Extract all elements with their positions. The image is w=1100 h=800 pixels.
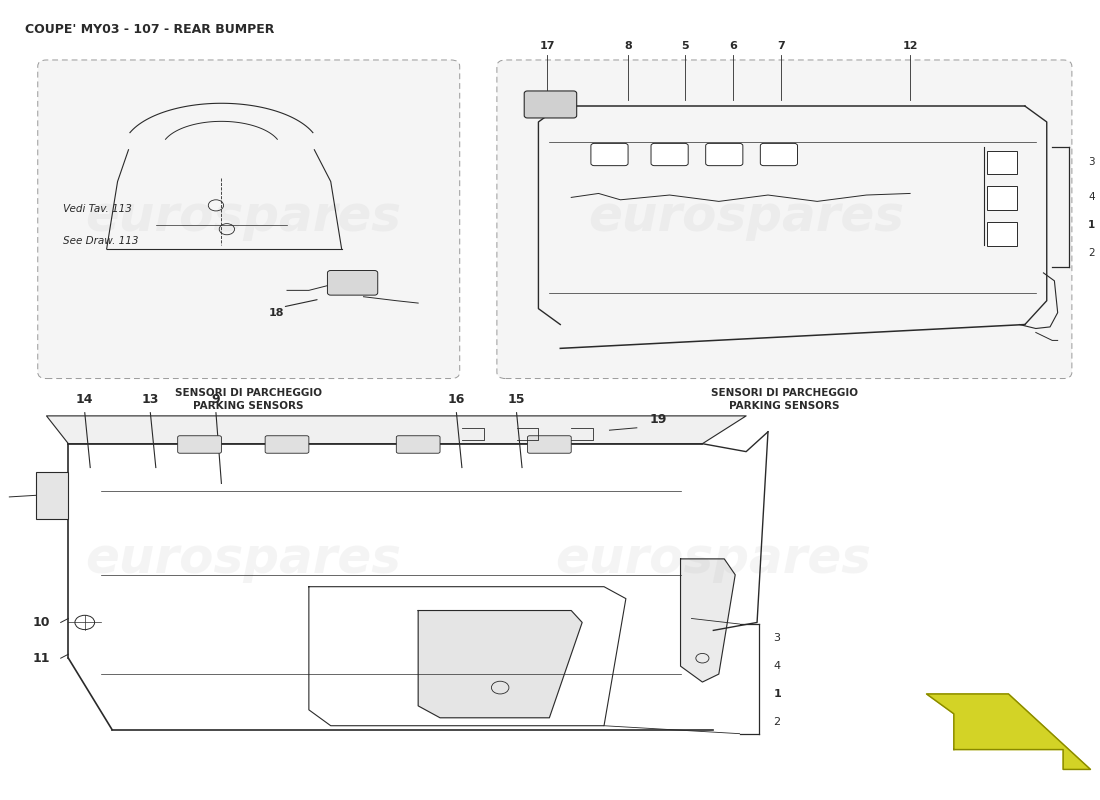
Text: SENSORI DI PARCHEGGIO
PARKING SENSORS: SENSORI DI PARCHEGGIO PARKING SENSORS: [711, 388, 858, 411]
FancyBboxPatch shape: [497, 60, 1071, 378]
Text: 2: 2: [1088, 248, 1094, 258]
Polygon shape: [926, 694, 1090, 770]
FancyBboxPatch shape: [178, 436, 221, 454]
Text: 3: 3: [773, 634, 781, 643]
Polygon shape: [681, 559, 735, 682]
FancyBboxPatch shape: [35, 471, 68, 519]
FancyBboxPatch shape: [706, 143, 743, 166]
Polygon shape: [418, 610, 582, 718]
Text: 4: 4: [773, 661, 781, 671]
Text: Vedi Tav. 113: Vedi Tav. 113: [63, 204, 132, 214]
FancyBboxPatch shape: [760, 143, 798, 166]
Text: SENSORI DI PARCHEGGIO
PARKING SENSORS: SENSORI DI PARCHEGGIO PARKING SENSORS: [175, 388, 322, 411]
FancyBboxPatch shape: [987, 150, 1018, 174]
Text: 15: 15: [508, 394, 526, 406]
Text: eurospares: eurospares: [588, 194, 904, 242]
Text: 2: 2: [773, 717, 781, 726]
Polygon shape: [46, 416, 746, 444]
Text: eurospares: eurospares: [556, 535, 871, 583]
Text: 10: 10: [32, 616, 50, 629]
FancyBboxPatch shape: [265, 436, 309, 454]
FancyBboxPatch shape: [987, 186, 1018, 210]
FancyBboxPatch shape: [651, 143, 689, 166]
Text: 1: 1: [773, 689, 781, 699]
Text: 3: 3: [1088, 157, 1094, 166]
Text: 16: 16: [448, 394, 465, 406]
FancyBboxPatch shape: [987, 222, 1018, 246]
Text: 12: 12: [902, 42, 917, 51]
Text: 11: 11: [32, 652, 50, 665]
FancyBboxPatch shape: [528, 436, 571, 454]
FancyBboxPatch shape: [328, 270, 377, 295]
Text: 18: 18: [268, 308, 284, 318]
Text: eurospares: eurospares: [86, 194, 402, 242]
Text: 4: 4: [1088, 193, 1094, 202]
Text: 5: 5: [681, 42, 689, 51]
FancyBboxPatch shape: [37, 60, 460, 378]
Text: See Draw. 113: See Draw. 113: [63, 236, 139, 246]
FancyBboxPatch shape: [525, 91, 576, 118]
Text: 17: 17: [539, 42, 554, 51]
Text: 7: 7: [778, 42, 785, 51]
FancyBboxPatch shape: [396, 436, 440, 454]
Text: 13: 13: [142, 394, 160, 406]
Text: 9: 9: [211, 394, 220, 406]
Text: eurospares: eurospares: [86, 535, 402, 583]
Text: 6: 6: [729, 42, 737, 51]
Text: 14: 14: [76, 394, 94, 406]
Text: 19: 19: [650, 414, 668, 426]
FancyBboxPatch shape: [591, 143, 628, 166]
Text: COUPE' MY03 - 107 - REAR BUMPER: COUPE' MY03 - 107 - REAR BUMPER: [24, 22, 274, 36]
Text: 1: 1: [1088, 220, 1096, 230]
Text: 8: 8: [624, 42, 631, 51]
